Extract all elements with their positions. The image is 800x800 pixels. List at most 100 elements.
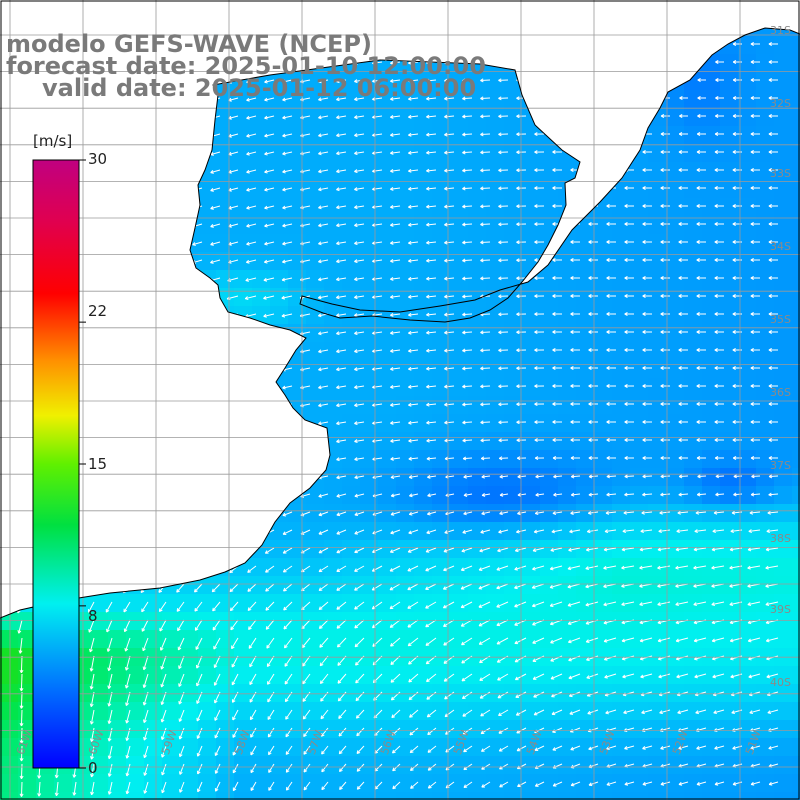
field-cell [252,180,271,199]
wind-arrow [173,295,185,301]
field-cell [684,306,703,325]
field-cell [792,270,800,289]
wind-arrow [318,79,329,84]
field-cell [504,28,523,37]
field-cell [684,378,703,397]
field-cell [576,126,595,145]
field-cell [594,378,613,397]
field-cell [396,756,415,775]
field-cell [720,666,739,685]
field-cell [198,504,217,523]
field-cell [558,0,577,19]
field-cell [486,558,505,577]
field-cell [684,558,703,577]
field-cell [504,378,523,397]
field-cell [378,540,397,559]
wind-arrow [120,439,131,445]
field-cell [144,126,163,145]
field-cell [450,234,469,253]
wind-arrow [156,385,167,391]
field-cell [234,666,253,685]
field-cell [360,684,379,703]
field-cell [90,630,109,649]
field-cell [558,486,577,505]
field-cell [774,54,793,73]
field-cell [774,666,793,685]
wind-arrow [210,511,221,517]
field-cell [576,270,595,289]
field-cell [180,450,199,469]
field-cell [144,432,163,451]
field-cell [450,0,469,19]
field-cell [756,108,775,127]
field-cell [720,594,739,613]
field-cell [216,522,235,541]
field-cell [288,504,307,523]
field-cell [612,288,631,307]
field-cell [396,234,415,253]
field-cell [702,684,721,703]
field-cell [648,28,667,37]
field-cell [378,774,397,793]
field-cell [504,126,523,145]
field-cell [576,342,595,361]
field-cell [738,666,757,685]
field-cell [576,504,595,523]
field-cell [540,162,559,181]
field-cell [738,54,757,73]
field-cell [180,720,199,739]
colorbar [32,159,80,769]
field-cell [576,252,595,271]
wind-arrow [84,277,95,283]
field-cell [468,792,487,800]
field-cell [504,342,523,361]
field-cell [108,666,127,685]
field-cell [774,216,793,235]
field-cell [576,54,595,73]
field-cell [702,72,721,91]
field-cell [252,756,271,775]
field-cell [540,666,559,685]
field-cell [108,540,127,559]
field-cell [756,144,775,163]
field-cell [162,414,181,433]
field-cell [648,738,667,757]
field-cell [126,342,145,361]
field-cell [540,504,559,523]
field-cell [720,270,739,289]
field-cell [270,774,289,793]
field-cell [360,378,379,397]
wind-arrow [210,439,221,444]
wind-arrow [174,331,185,337]
field-cell [558,162,577,181]
field-cell [630,756,649,775]
field-cell [558,28,577,37]
field-cell [450,486,469,505]
field-cell [576,72,595,91]
field-cell [540,558,559,577]
field-cell [144,414,163,433]
wind-arrow [228,403,239,408]
field-cell [504,504,523,523]
wind-arrow [390,96,401,101]
wind-arrow [120,385,131,391]
field-cell [360,144,379,163]
field-cell [486,306,505,325]
field-cell [198,450,217,469]
field-cell [216,252,235,271]
field-cell [432,126,451,145]
field-cell [396,558,415,577]
wind-arrow [246,28,257,30]
field-cell [666,450,685,469]
field-cell [342,432,361,451]
field-cell [648,630,667,649]
field-cell [558,396,577,415]
field-cell [126,180,145,199]
wind-arrow [246,457,257,462]
field-cell [234,144,253,163]
field-cell [432,216,451,235]
field-cell [468,522,487,541]
wind-arrow [570,96,580,100]
wind-arrow [12,421,23,427]
field-cell [72,108,91,127]
